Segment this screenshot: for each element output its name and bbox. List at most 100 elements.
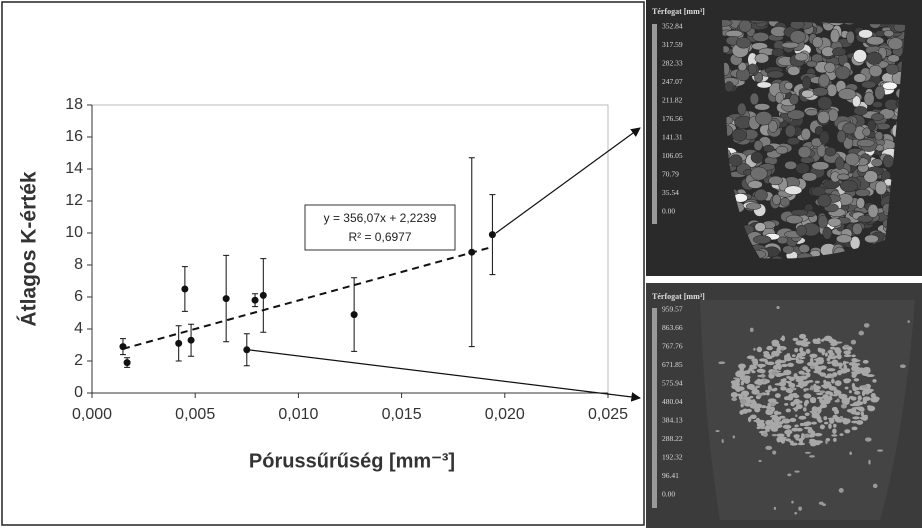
pore — [753, 347, 756, 351]
rock — [776, 236, 789, 245]
pore — [753, 419, 759, 422]
pore — [865, 390, 870, 395]
pore — [851, 426, 858, 431]
rock — [763, 144, 775, 153]
pore — [851, 420, 859, 424]
pore — [780, 438, 786, 444]
pore — [864, 388, 872, 392]
pore — [750, 414, 757, 419]
pore — [746, 383, 756, 390]
rock — [846, 30, 855, 44]
pore — [858, 330, 865, 336]
pore — [838, 488, 844, 493]
rock — [752, 235, 772, 245]
pore — [841, 401, 850, 404]
y-tick-label: 18 — [65, 96, 83, 113]
rock — [754, 222, 766, 232]
pore — [803, 393, 812, 399]
pore — [809, 357, 814, 364]
pore — [854, 411, 861, 416]
scale-label: 192.32 — [662, 453, 683, 462]
panel-title: Térfogat [mm³] — [652, 7, 705, 16]
pore — [851, 362, 859, 369]
pore — [862, 359, 869, 364]
scale-label: 211.82 — [662, 96, 683, 105]
y-tick-label: 12 — [65, 192, 83, 209]
pore — [773, 352, 780, 357]
arrow — [249, 349, 641, 402]
scale-label: 70.79 — [662, 170, 679, 179]
rock — [738, 20, 752, 33]
pore — [791, 500, 794, 504]
pore — [794, 348, 799, 353]
point — [181, 285, 189, 293]
rock — [834, 65, 851, 80]
pore — [834, 363, 838, 366]
scale-label: 141.31 — [662, 133, 683, 142]
pore — [814, 380, 820, 384]
pore — [870, 393, 876, 399]
scale-label: 480.04 — [662, 397, 683, 406]
pore — [834, 349, 842, 354]
pore — [759, 358, 768, 362]
pore — [747, 416, 752, 423]
rock — [735, 37, 752, 49]
pore — [785, 408, 791, 413]
x-tick-label: 0,015 — [382, 406, 422, 423]
scale-label: 384.13 — [662, 416, 683, 425]
pore — [781, 347, 784, 351]
pore — [765, 362, 774, 365]
rock — [818, 73, 830, 88]
pore — [765, 429, 771, 432]
pore — [765, 406, 770, 409]
rock — [737, 102, 747, 116]
trendline — [122, 245, 493, 350]
pore — [839, 416, 844, 420]
scale-label: 767.76 — [662, 342, 683, 351]
pore — [804, 422, 812, 426]
pore — [739, 409, 744, 415]
pore — [759, 426, 766, 429]
pore — [809, 455, 815, 458]
pore — [732, 435, 736, 439]
rock — [863, 91, 875, 106]
rock — [882, 154, 894, 169]
rock — [856, 139, 875, 148]
rock — [756, 81, 772, 89]
x-tick-label: 0,020 — [485, 406, 525, 423]
y-tick-label: 2 — [74, 352, 83, 369]
pore — [803, 388, 807, 392]
pore — [740, 403, 744, 408]
rock — [812, 36, 823, 48]
pore — [730, 391, 738, 398]
y-axis-label: Átlagos K-érték — [18, 171, 41, 327]
pore — [781, 418, 791, 424]
pore — [843, 344, 850, 348]
rock — [800, 128, 811, 141]
x-tick-label: 0,025 — [588, 406, 628, 423]
rock — [785, 214, 803, 225]
pore — [840, 368, 845, 371]
rock — [767, 70, 785, 79]
pore — [798, 506, 802, 511]
rock — [868, 64, 883, 78]
rock — [750, 151, 764, 164]
rock — [784, 81, 794, 90]
rock — [855, 188, 871, 197]
rock — [802, 75, 812, 90]
point — [187, 336, 195, 344]
pore — [845, 368, 851, 373]
pore — [777, 346, 786, 349]
pore — [771, 371, 778, 375]
pore — [852, 416, 860, 420]
pore — [809, 365, 815, 370]
scale-label: 282.33 — [662, 59, 683, 68]
rock — [784, 185, 803, 195]
pore — [770, 421, 776, 427]
pore — [778, 415, 786, 419]
pore — [826, 368, 836, 372]
pore — [763, 352, 771, 358]
pore — [810, 438, 817, 444]
pore — [826, 361, 835, 364]
pore — [785, 438, 791, 442]
